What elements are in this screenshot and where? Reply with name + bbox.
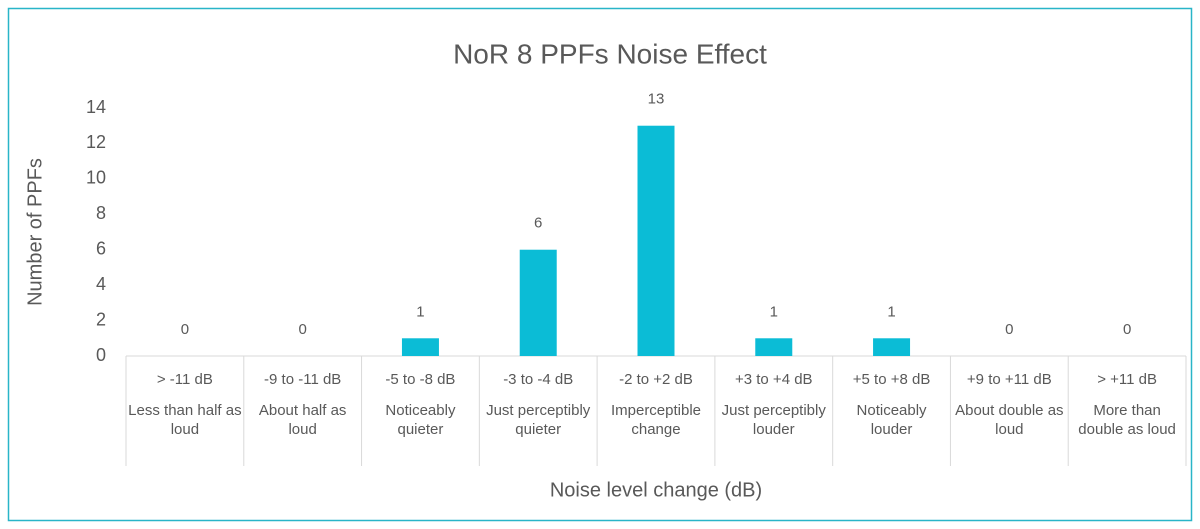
y-tick-label: 10 (86, 168, 106, 188)
y-tick-label: 2 (96, 309, 106, 329)
value-label: 1 (770, 303, 778, 320)
x-tick-label: +3 to +4 dB (735, 371, 813, 388)
value-label: 0 (181, 321, 189, 338)
bar (519, 249, 557, 356)
x-tick-label: +9 to +11 dB (967, 371, 1052, 388)
category-description: More than double as loud (1078, 402, 1176, 438)
value-label: 0 (1005, 321, 1013, 338)
value-label: 6 (534, 215, 542, 232)
bar (637, 125, 675, 356)
value-label: 0 (298, 321, 306, 338)
bar (873, 338, 911, 356)
category-description: Just perceptibly louder (721, 402, 826, 438)
category-description: Imperceptible change (610, 402, 702, 438)
x-axis-label: Noise level change (dB) (550, 479, 762, 501)
bar (755, 338, 793, 356)
chart-frame (7, 7, 1193, 522)
chart-title: NoR 8 PPFs Noise Effect (453, 38, 767, 69)
x-tick-label: > +11 dB (1097, 371, 1157, 388)
y-tick-label: 12 (86, 132, 106, 152)
category-description: About half as loud (258, 402, 347, 438)
x-tick-label: -5 to -8 dB (385, 371, 455, 388)
y-tick-label: 4 (96, 274, 106, 294)
bar (401, 338, 439, 356)
y-tick-label: 6 (96, 238, 106, 258)
category-description: Noticeably quieter (385, 402, 456, 438)
category-description: Noticeably louder (856, 402, 927, 438)
value-label: 13 (648, 91, 665, 108)
category-description: Just perceptibly quieter (486, 402, 591, 438)
x-tick-label: -9 to -11 dB (264, 371, 341, 388)
x-tick-label: +5 to +8 dB (853, 371, 931, 388)
y-tick-label: 14 (86, 97, 106, 117)
x-tick-label: -2 to +2 dB (619, 371, 693, 388)
x-tick-label: -3 to -4 dB (503, 371, 573, 388)
category-description: Less than half as loud (128, 402, 242, 438)
value-label: 0 (1123, 321, 1131, 338)
y-axis-label: Number of PPFs (24, 158, 46, 306)
x-tick-label: > -11 dB (157, 371, 213, 388)
value-label: 1 (887, 303, 895, 320)
y-tick-label: 0 (96, 345, 106, 365)
category-description: About double as loud (955, 402, 1064, 438)
value-label: 1 (416, 303, 424, 320)
y-tick-label: 8 (96, 203, 106, 223)
